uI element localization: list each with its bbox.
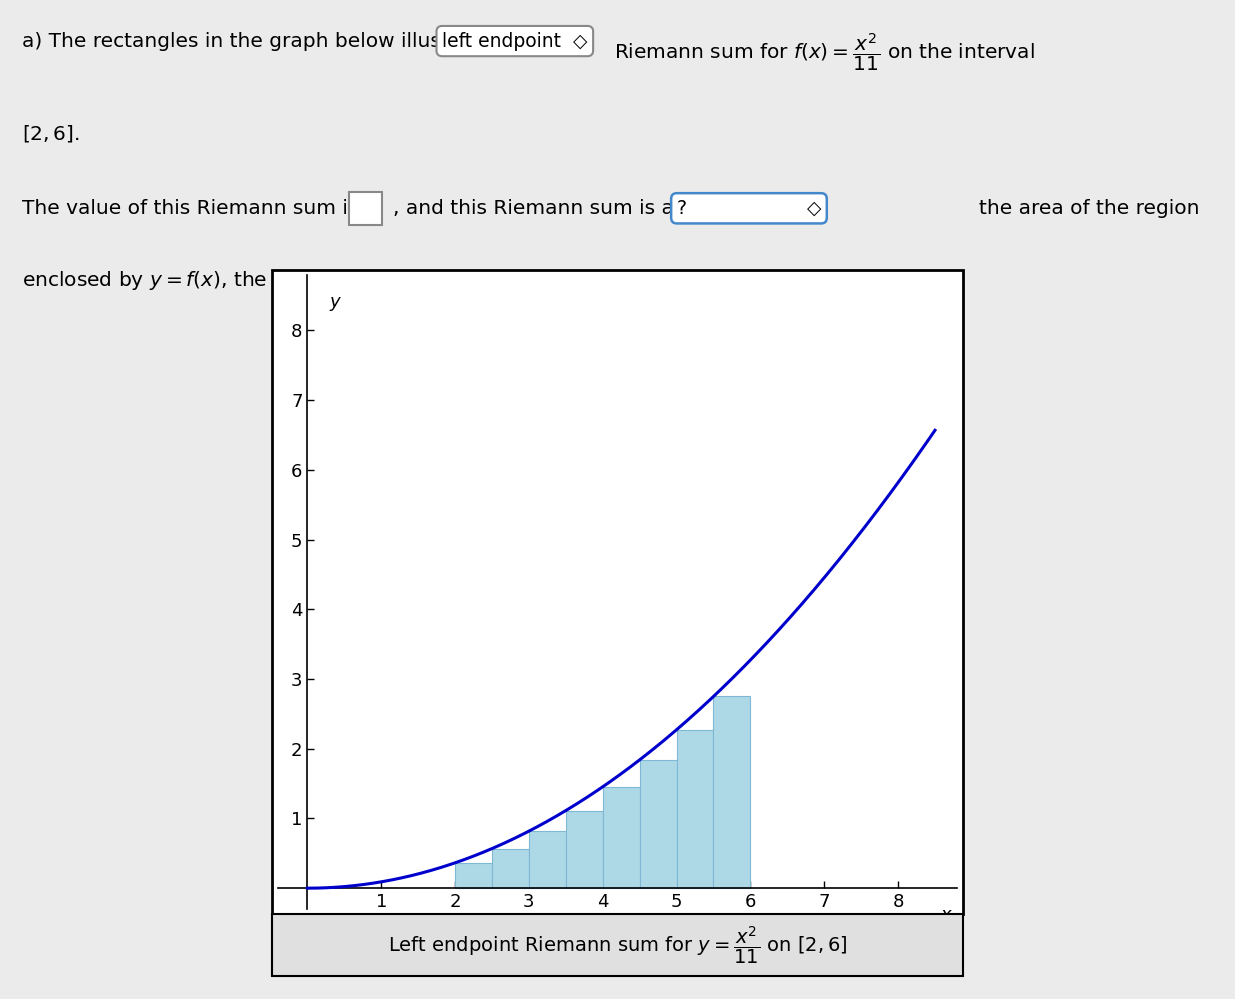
Text: $[2, 6]$.: $[2, 6]$. [22,123,80,144]
Text: x: x [941,906,951,924]
Bar [603,787,640,888]
Text: enclosed by $y = f(x)$, the x-axis, and the vertical lines x = 2 and x = 6.: enclosed by $y = f(x)$, the x-axis, and … [22,269,729,292]
Bar [454,863,492,888]
Bar [714,696,751,888]
Bar [529,831,566,888]
Bar [677,729,714,888]
Text: left endpoint  ◇: left endpoint ◇ [442,32,588,51]
Text: a) The rectangles in the graph below illustrate a: a) The rectangles in the graph below ill… [22,32,509,51]
Bar [566,810,603,888]
Bar [640,760,677,888]
Text: ?                    ◇: ? ◇ [677,199,821,218]
Text: y: y [330,293,340,311]
Text: , and this Riemann sum is an: , and this Riemann sum is an [393,199,687,218]
Text: Left endpoint Riemann sum for $y = \dfrac{x^2}{11}$ on $[2, 6]$: Left endpoint Riemann sum for $y = \dfra… [388,924,847,966]
Text: Riemann sum for $f(x) = \dfrac{x^2}{11}$ on the interval: Riemann sum for $f(x) = \dfrac{x^2}{11}$… [614,32,1035,74]
Text: the area of the region: the area of the region [979,199,1200,218]
Bar [492,848,529,888]
Text: The value of this Riemann sum is: The value of this Riemann sum is [22,199,358,218]
